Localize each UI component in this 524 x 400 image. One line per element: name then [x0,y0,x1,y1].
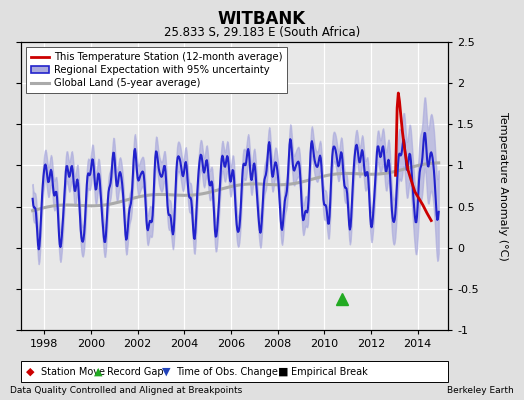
Text: Berkeley Earth: Berkeley Earth [447,386,514,395]
Text: ◆: ◆ [26,366,35,377]
Y-axis label: Temperature Anomaly (°C): Temperature Anomaly (°C) [498,112,508,260]
Text: Empirical Break: Empirical Break [291,366,367,377]
Text: 25.833 S, 29.183 E (South Africa): 25.833 S, 29.183 E (South Africa) [164,26,360,39]
Text: Time of Obs. Change: Time of Obs. Change [176,366,277,377]
Text: ▲: ▲ [94,366,103,377]
Text: ▼: ▼ [162,366,171,377]
Text: Data Quality Controlled and Aligned at Breakpoints: Data Quality Controlled and Aligned at B… [10,386,243,395]
Text: Station Move: Station Move [41,366,105,377]
Text: ■: ■ [278,366,288,377]
Text: WITBANK: WITBANK [218,10,306,28]
Legend: This Temperature Station (12-month average), Regional Expectation with 95% uncer: This Temperature Station (12-month avera… [26,47,288,93]
Text: Record Gap: Record Gap [107,366,164,377]
